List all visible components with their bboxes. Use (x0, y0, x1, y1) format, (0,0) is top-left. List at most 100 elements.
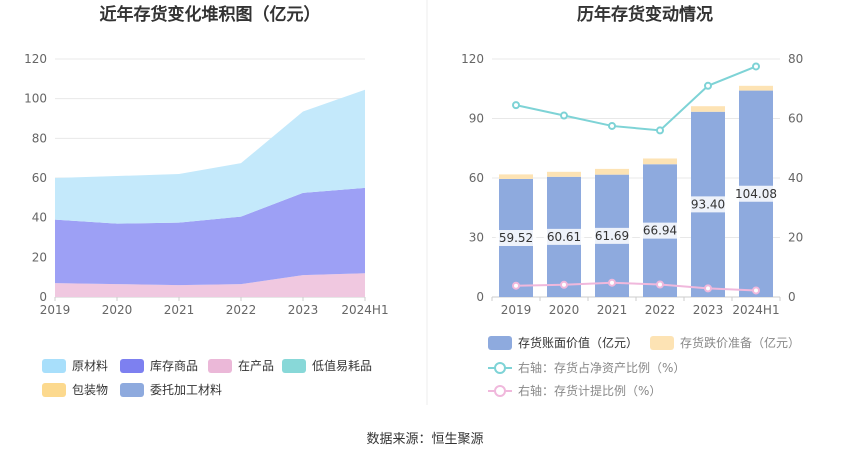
bar-provision (547, 171, 581, 177)
legend-marker (494, 362, 506, 374)
legend-label: 在产品 (238, 359, 274, 373)
bar-label-bg (687, 196, 729, 213)
area-原材料 (55, 89, 365, 224)
right-y-tick: 60 (469, 171, 484, 185)
bar-label-bg (732, 185, 780, 202)
legend-label: 包装物 (72, 383, 108, 397)
bar-provision (499, 174, 533, 179)
right-y2-tick: 80 (788, 52, 803, 66)
left-x-tick: 2020 (102, 303, 133, 317)
bar-line-chart: 历年存货变动情况 59.52 60.61 61.69 66.94 93.40 104.08… (461, 4, 803, 398)
left-x-tick: 2023 (288, 303, 319, 317)
legend-label: 低值易耗品 (312, 358, 372, 373)
legend-label: 委托加工材料 (150, 383, 222, 397)
line-右轴：存货占净资产比例（%） (515, 65, 757, 132)
right-y2-tick: 0 (788, 290, 796, 304)
right-lines (512, 62, 760, 295)
line-point (656, 126, 664, 135)
left-x-tick: 2022 (226, 303, 257, 317)
legend-swatch (42, 359, 66, 373)
right-x-tick: 2024H1 (732, 303, 779, 317)
line-point (608, 121, 616, 130)
left-y-tick: 100 (24, 92, 47, 106)
legend-label: 存货跌价准备（亿元） (680, 335, 800, 350)
bar-label-bg (543, 228, 585, 245)
legend-label: 右轴：存货计提比例（%） (518, 383, 661, 398)
right-gridlines (491, 58, 781, 301)
right-bar-labels: 59.52 60.61 61.69 66.94 93.40 104.08 (495, 185, 780, 246)
bar-value-label: 60.61 (547, 230, 581, 244)
bar-value-label: 59.52 (499, 231, 533, 245)
bar-value-label: 61.69 (595, 229, 629, 243)
right-y2-tick: 20 (788, 231, 803, 245)
right-x-tick: 2021 (597, 303, 628, 317)
bar-label-bg (639, 222, 681, 239)
legend-swatch (208, 359, 232, 373)
legend-swatch (120, 359, 144, 373)
right-x-tick: 2019 (501, 303, 532, 317)
bar-provision (643, 158, 677, 165)
left-y-tick-labels: 0 20 40 60 80 100 120 (24, 52, 47, 304)
line-point (512, 281, 520, 290)
legend-swatch (120, 383, 144, 397)
right-y-tick: 30 (469, 231, 484, 245)
legend-swatch (42, 383, 66, 397)
area-在产品 (55, 273, 365, 297)
bar-label-bg (495, 229, 537, 246)
right-y-tick-labels: 0 30 60 90 120 (461, 52, 484, 304)
left-areas (55, 89, 365, 297)
left-x-tick: 2021 (164, 303, 195, 317)
right-bars (499, 85, 773, 297)
left-y-tick: 120 (24, 52, 47, 66)
legend-marker (494, 385, 506, 397)
bar-provision (739, 85, 773, 91)
left-x-tick: 2019 (40, 303, 71, 317)
left-x-tick: 2024H1 (341, 303, 388, 317)
line-point (752, 62, 760, 71)
line-point (560, 280, 568, 289)
line-point (656, 280, 664, 289)
right-x-tick-labels: 2019 2020 2021 2022 2023 2024H1 (501, 303, 780, 317)
bar-value-label: 104.08 (735, 187, 777, 201)
data-source: 数据来源：恒生聚源 (366, 432, 483, 447)
line-右轴：存货计提比例（%） (515, 281, 757, 292)
line-point (608, 278, 616, 287)
right-y-tick: 0 (476, 290, 484, 304)
left-y-tick: 80 (32, 131, 47, 145)
right-x-tick: 2022 (645, 303, 676, 317)
right-x-tick: 2020 (549, 303, 580, 317)
line-point (704, 284, 712, 293)
line-point (560, 111, 568, 120)
bar-provision (595, 168, 629, 175)
bar-label-bg (591, 227, 633, 244)
legend-swatch (282, 359, 306, 373)
left-chart-title: 近年存货变化堆积图（亿元） (100, 4, 321, 25)
left-y-tick: 40 (32, 211, 47, 225)
line-point (512, 101, 520, 110)
line-point (752, 286, 760, 295)
right-chart-title: 历年存货变动情况 (577, 4, 713, 25)
left-x-tick-labels: 2019 2020 2021 2022 2023 2024H1 (40, 303, 389, 317)
right-x-tick: 2023 (693, 303, 724, 317)
right-y2-tick: 60 (788, 112, 803, 126)
right-y-tick: 120 (461, 52, 484, 66)
legend-label: 存货账面价值（亿元） (518, 335, 638, 350)
bar-value-label: 93.40 (691, 197, 725, 211)
right-y2-tick-labels: 0 20 40 60 80 (788, 52, 803, 304)
line-point (704, 81, 712, 90)
legend-swatch (488, 336, 512, 350)
bar-value-label: 66.94 (643, 224, 677, 238)
left-y-tick: 0 (39, 290, 47, 304)
bar-provision (691, 106, 725, 112)
legend-label: 右轴：存货占净资产比例（%） (518, 360, 685, 375)
legend-swatch (650, 336, 674, 350)
left-y-tick: 20 (32, 250, 47, 264)
legend-label: 原材料 (72, 359, 108, 373)
right-y-tick: 90 (469, 112, 484, 126)
right-legend: 存货账面价值（亿元） 存货跌价准备（亿元） 右轴：存货占净资产比例（%） 右轴：存货计… (488, 335, 800, 398)
legend-label: 库存商品 (150, 358, 198, 373)
area-库存商品 (55, 187, 365, 286)
